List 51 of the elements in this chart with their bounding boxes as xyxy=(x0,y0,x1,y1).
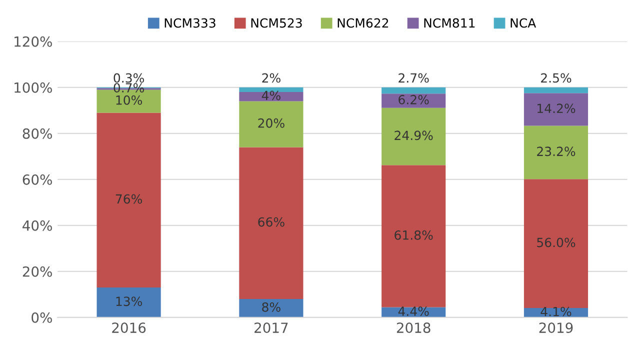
data-label: 10% xyxy=(116,95,142,105)
data-label: 24.9% xyxy=(394,130,433,140)
bar xyxy=(382,108,446,166)
bar xyxy=(382,165,446,308)
data-label: 23.2% xyxy=(537,146,576,156)
y-tick-label: 120% xyxy=(14,36,52,47)
bar xyxy=(382,87,446,94)
x-tick-label: 2016 xyxy=(112,322,146,334)
legend-label: NCA xyxy=(510,18,536,28)
legend-label: NCM523 xyxy=(251,18,302,28)
x-tick-label: 2017 xyxy=(254,322,288,334)
bar xyxy=(239,299,304,318)
y-tick-label: 80% xyxy=(22,128,52,139)
bar xyxy=(382,94,446,108)
data-label: 56.0% xyxy=(537,238,576,248)
bar xyxy=(96,288,161,318)
bar xyxy=(524,87,588,94)
bar xyxy=(239,92,304,102)
data-label: 14.2% xyxy=(538,104,576,114)
data-label: 4% xyxy=(262,90,280,100)
data-label: 0.3% xyxy=(114,73,144,83)
y-tick-label: 0% xyxy=(32,312,52,323)
data-label: 4.1% xyxy=(540,306,572,316)
x-tick-label: 2018 xyxy=(396,322,430,334)
data-label: 2.5% xyxy=(541,73,572,83)
y-tick-label: 60% xyxy=(22,174,52,185)
data-label: 2.7% xyxy=(398,73,429,83)
legend-label: NCM622 xyxy=(338,18,388,28)
y-tick-label: 20% xyxy=(22,266,52,277)
bar xyxy=(239,87,304,92)
data-label: 76% xyxy=(116,194,142,204)
legend-label: NCM811 xyxy=(424,18,475,28)
data-label: 61.8% xyxy=(394,230,433,240)
bar xyxy=(524,179,588,308)
bar xyxy=(239,101,304,148)
bar xyxy=(524,93,588,126)
data-label: 8% xyxy=(262,302,280,312)
y-tick-label: 100% xyxy=(14,82,52,93)
data-label: 20% xyxy=(258,118,284,128)
data-label: 6.2% xyxy=(398,94,429,104)
bar xyxy=(239,147,304,299)
data-label: 66% xyxy=(258,217,284,227)
y-tick-label: 40% xyxy=(22,220,52,231)
data-label: 2% xyxy=(262,73,280,83)
data-label: 13% xyxy=(116,296,142,306)
x-tick-label: 2019 xyxy=(539,322,573,334)
legend-label: NCM333 xyxy=(164,18,216,28)
data-label: 4.4% xyxy=(398,306,429,316)
bar xyxy=(524,126,588,180)
data-label: 0.7% xyxy=(114,83,144,93)
bar xyxy=(96,112,161,288)
